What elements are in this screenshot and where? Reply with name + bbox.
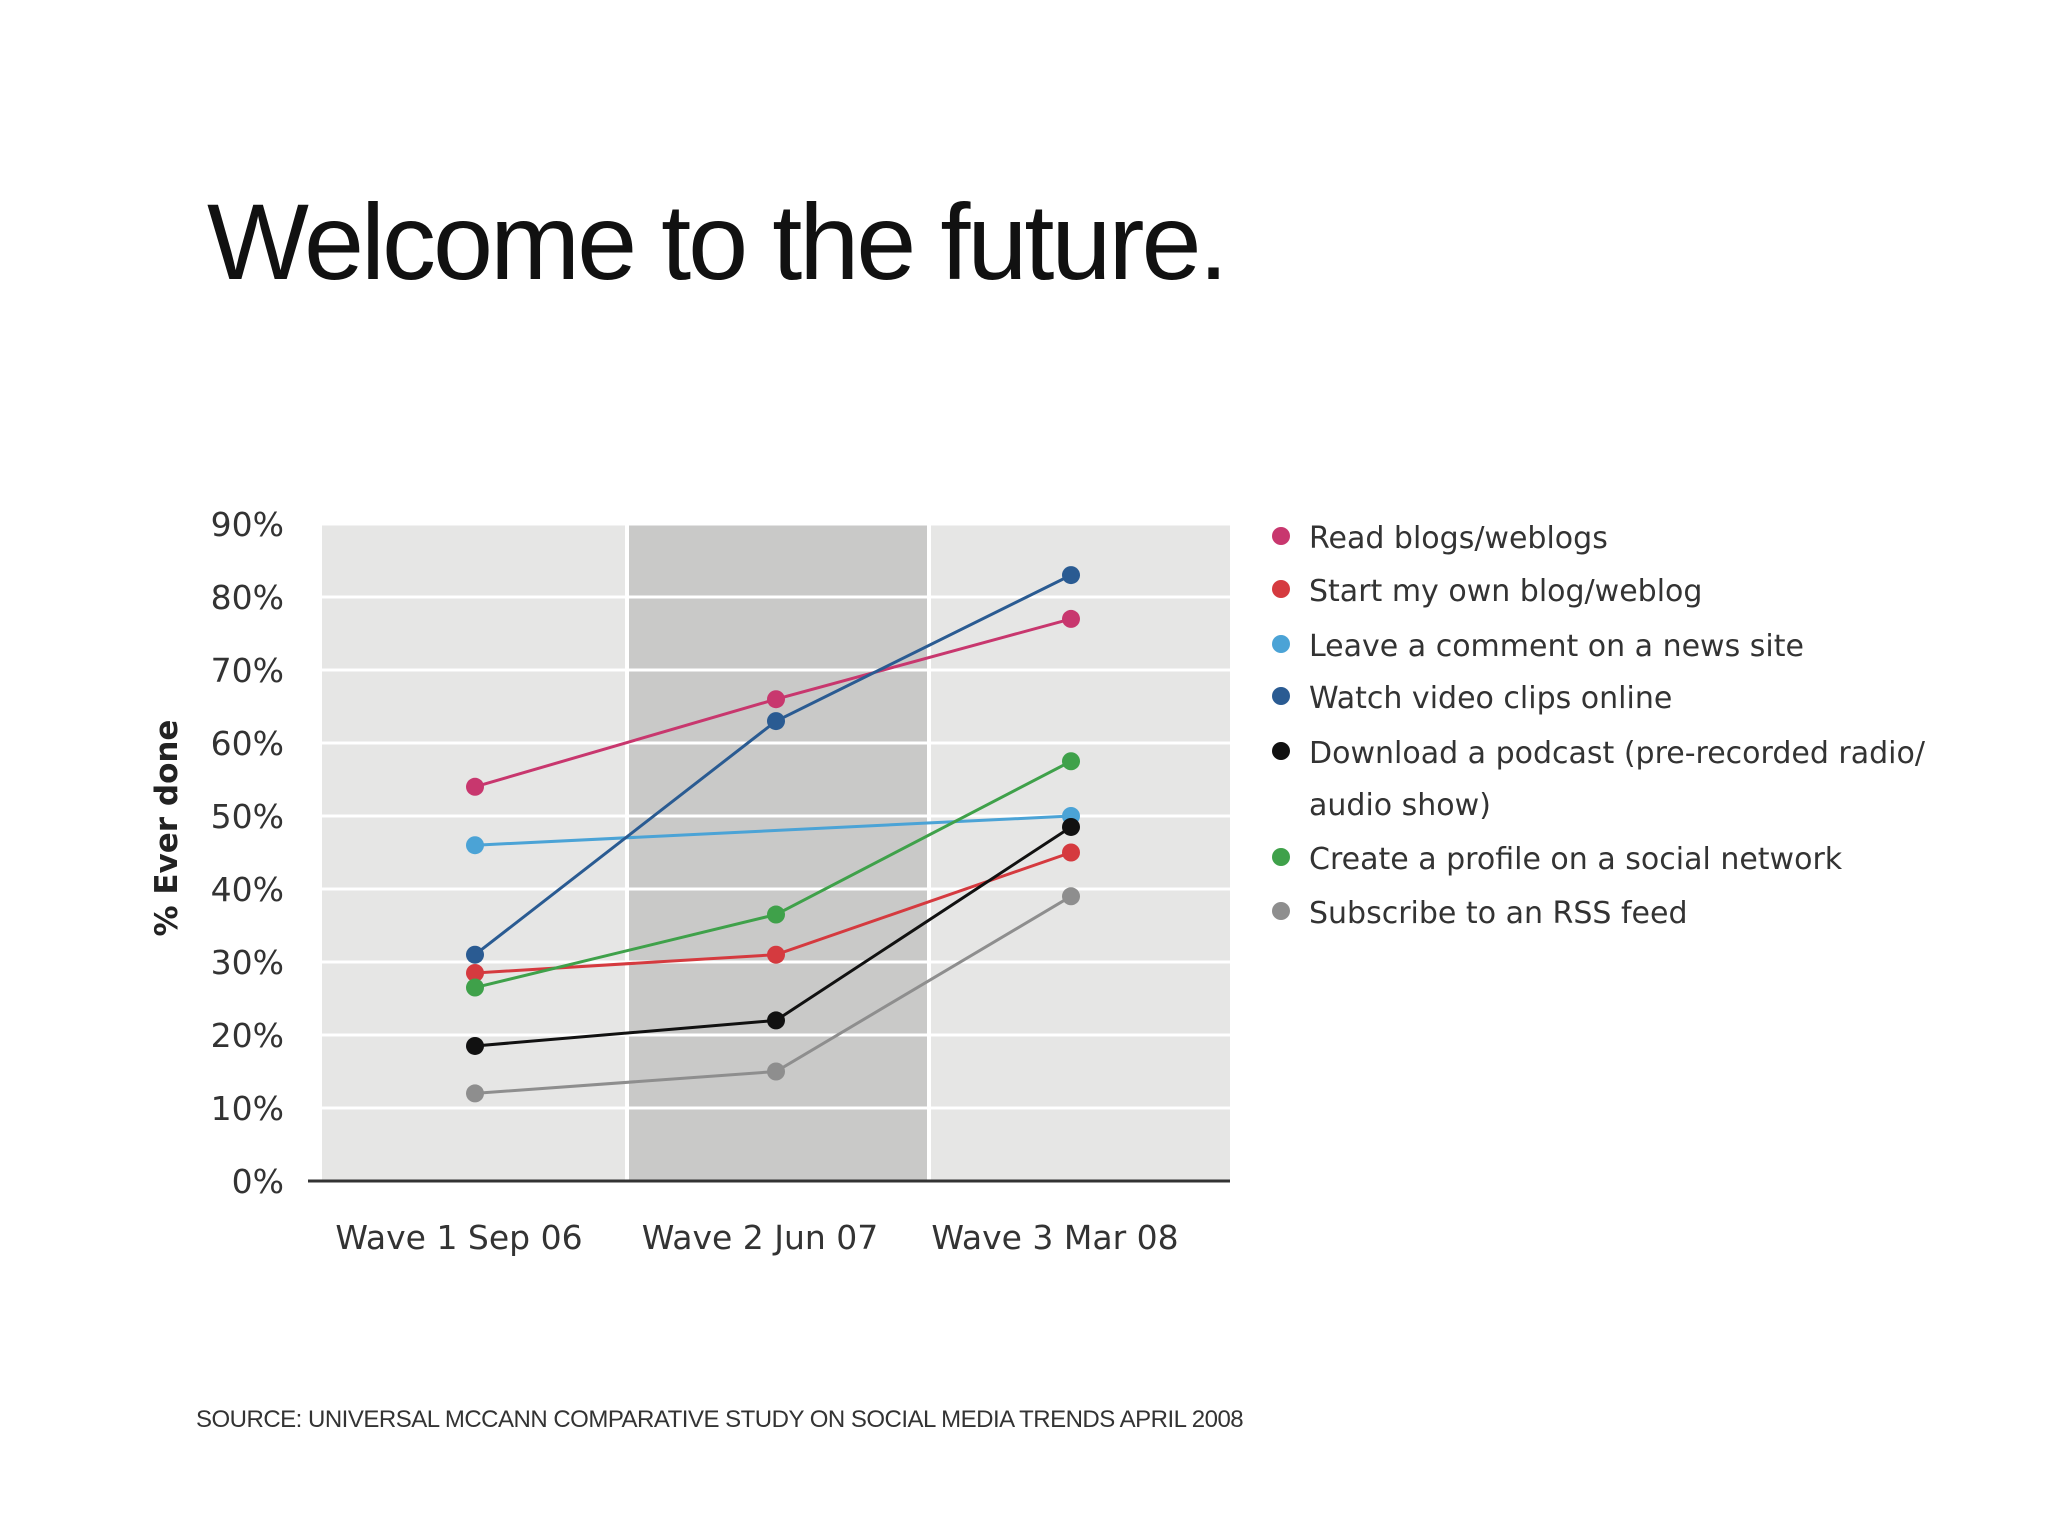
legend-marker	[1272, 527, 1290, 545]
y-axis-tick-labels: 0% 10% 20% 30% 40% 50% 60% 70% 80% 90%	[211, 505, 284, 1201]
data-point	[466, 836, 484, 855]
legend-marker	[1272, 635, 1290, 653]
y-tick-label: 70%	[211, 651, 284, 690]
legend-label: Read blogs/weblogs	[1309, 521, 1608, 556]
data-point	[466, 1036, 484, 1055]
data-point	[1062, 817, 1080, 836]
y-tick-label: 50%	[211, 797, 284, 836]
y-tick-label: 20%	[211, 1016, 284, 1055]
legend-marker	[1272, 580, 1290, 598]
series-line	[474, 814, 1072, 847]
series-7	[466, 887, 1080, 1103]
data-point	[466, 945, 484, 964]
legend-label: Leave a comment on a news site	[1309, 629, 1804, 664]
legend-marker	[1272, 742, 1290, 760]
legend-item: Create a profile on a social network	[1272, 842, 1843, 877]
y-tick-label: 30%	[211, 943, 284, 982]
legend-label: Subscribe to an RSS feed	[1309, 896, 1688, 931]
legend-label: Watch video clips online	[1309, 681, 1672, 716]
series-5	[466, 817, 1080, 1055]
data-point	[1062, 609, 1080, 628]
y-tick-label: 10%	[211, 1089, 284, 1128]
data-point	[1062, 566, 1080, 585]
chart-legend: Read blogs/weblogs Start my own blog/webl…	[1272, 521, 1926, 931]
x-tick-label: Wave 2 Jun 07	[642, 1218, 879, 1257]
y-tick-label: 60%	[211, 724, 284, 763]
data-point	[767, 690, 785, 709]
source-note: SOURCE: UNIVERSAL MCCANN COMPARATIVE STU…	[196, 1406, 1244, 1433]
data-point	[1062, 752, 1080, 771]
data-point	[466, 1084, 484, 1103]
data-point	[1062, 887, 1080, 906]
x-tick-label: Wave 3 Mar 08	[931, 1218, 1178, 1257]
y-tick-label: 40%	[211, 870, 284, 909]
series-4	[466, 566, 1080, 964]
series-1	[466, 609, 1080, 796]
chart-series	[466, 566, 1080, 1103]
legend-item: Watch video clips online	[1272, 681, 1672, 716]
data-point	[1062, 843, 1080, 862]
data-point	[767, 1062, 785, 1081]
legend-label: audio show)	[1309, 788, 1491, 823]
panel-2	[627, 524, 929, 1181]
legend-item: Start my own blog/weblog	[1272, 574, 1702, 609]
data-point	[466, 978, 484, 997]
x-axis-tick-labels: Wave 1 Sep 06 Wave 2 Jun 07 Wave 3 Mar 08	[335, 1218, 1178, 1257]
legend-marker	[1272, 687, 1290, 705]
legend-item: Download a podcast (pre-recorded radio/a…	[1272, 736, 1926, 823]
series-6	[466, 752, 1080, 997]
y-tick-label: 0%	[232, 1162, 284, 1201]
series-2	[466, 843, 1080, 982]
data-point	[767, 1011, 785, 1030]
legend-label: Create a profile on a social network	[1309, 842, 1843, 877]
y-tick-label: 80%	[211, 578, 284, 617]
y-tick-label: 90%	[211, 505, 284, 544]
y-axis-label: % Ever done	[149, 720, 185, 937]
legend-item: Subscribe to an RSS feed	[1272, 896, 1688, 931]
data-point	[466, 963, 484, 982]
legend-marker	[1272, 848, 1290, 866]
legend-marker	[1272, 902, 1290, 920]
legend-item: Read blogs/weblogs	[1272, 521, 1608, 556]
data-point	[767, 945, 785, 964]
slide-title: Welcome to the future.	[207, 181, 1229, 302]
x-tick-label: Wave 1 Sep 06	[335, 1218, 582, 1257]
legend-label: Download a podcast (pre-recorded radio/	[1309, 736, 1926, 771]
legend-item: Leave a comment on a news site	[1272, 629, 1804, 664]
data-point	[466, 777, 484, 796]
legend-label: Start my own blog/weblog	[1309, 574, 1702, 609]
data-point	[767, 905, 785, 924]
data-point	[767, 712, 785, 731]
chart-background-panels	[322, 524, 1230, 1181]
